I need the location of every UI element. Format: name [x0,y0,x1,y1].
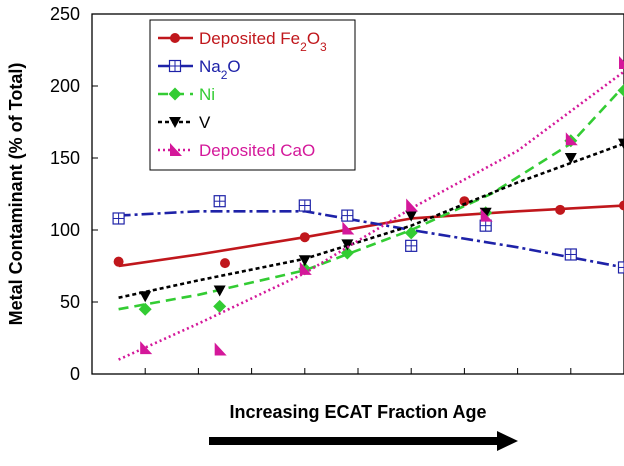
data-point [114,257,123,266]
y-tick-label: 50 [60,292,80,312]
legend-label: V [199,113,211,132]
data-point [565,249,576,260]
direction-arrow [209,431,518,451]
y-tick-label: 250 [50,4,80,24]
data-point [556,205,565,214]
y-tick-label: 200 [50,76,80,96]
y-axis: 0 50 100 150 200 250 [50,4,98,384]
x-axis-title: Increasing ECAT Fraction Age [229,402,486,422]
data-point [619,262,624,273]
y-tick-label: 0 [70,364,80,384]
y-axis-title: Metal Contaminant (% of Total) [6,63,26,326]
y-tick-label: 150 [50,148,80,168]
data-point [620,201,624,210]
data-point [170,61,181,72]
y-tick-label: 100 [50,220,80,240]
data-point [342,210,353,221]
data-point [214,196,225,207]
legend-label: Ni [199,85,215,104]
data-point [480,220,491,231]
data-point [300,233,309,242]
legend-label: Deposited CaO [199,141,315,160]
data-point [221,259,230,268]
data-point [171,34,180,43]
data-point [299,200,310,211]
data-point [113,213,124,224]
data-point [406,240,417,251]
